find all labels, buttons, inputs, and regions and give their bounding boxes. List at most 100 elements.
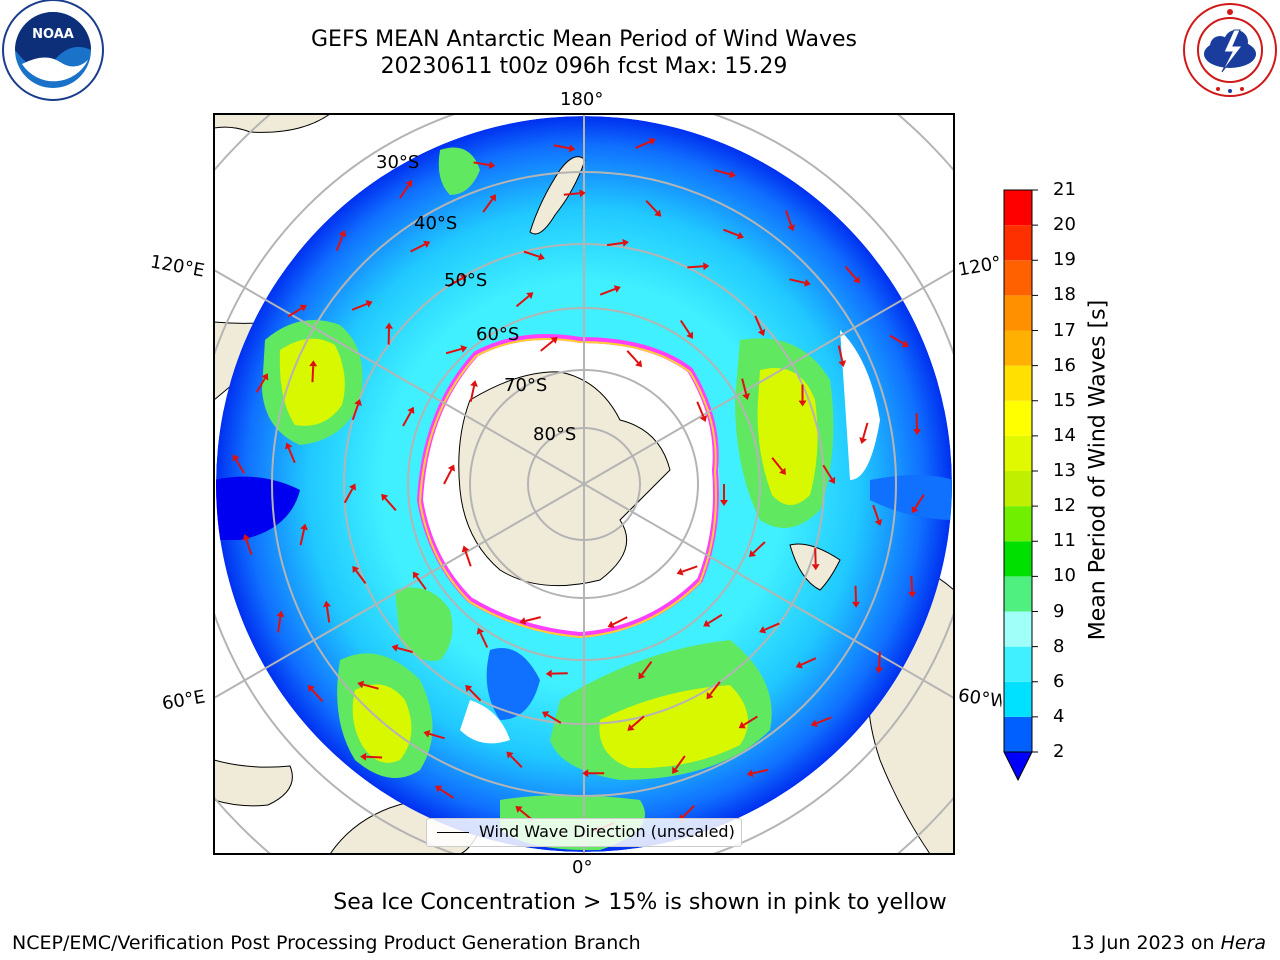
wave-direction-arrow-head xyxy=(703,262,710,271)
wave-direction-arrow-shaft xyxy=(674,755,686,770)
wave-direction-arrow-shaft xyxy=(815,716,832,725)
wave-direction-arrow-shaft xyxy=(752,541,766,554)
wave-direction-arrow-shaft xyxy=(509,755,523,768)
wave-direction-arrow-shaft xyxy=(910,575,914,592)
wave-direction-arrow-head xyxy=(699,414,708,423)
footer-date: 13 Jun 2023 on xyxy=(1070,932,1215,954)
nws-logo xyxy=(1183,3,1277,97)
wave-direction-arrow-head xyxy=(261,373,269,381)
wave-direction-arrow-shaft xyxy=(889,334,905,345)
wave-direction-arrow-head xyxy=(391,644,399,652)
wave-direction-arrow-shaft xyxy=(844,266,857,280)
wave-direction-arrow-shaft xyxy=(515,295,530,308)
wave-direction-arrow-shaft xyxy=(878,651,881,668)
wave-direction-arrow-head xyxy=(703,619,711,627)
wave-direction-arrow-shaft xyxy=(366,755,383,759)
wave-direction-arrow-head xyxy=(537,252,545,261)
legend-line-swatch xyxy=(437,832,469,833)
legend-label: Wind Wave Direction (unscaled) xyxy=(479,822,735,841)
colorbar-segment xyxy=(1004,260,1032,296)
noaa-logo-text: NOAA xyxy=(32,27,74,42)
wave-direction-arrow-head xyxy=(381,493,389,501)
colorbar-tick-label: 4 xyxy=(1053,705,1065,727)
colorbar-tick-label: 19 xyxy=(1053,249,1076,271)
wave-direction-arrow-head xyxy=(795,661,803,669)
wave-direction-arrow-shaft xyxy=(862,422,869,439)
wave-direction-arrow-head xyxy=(736,231,744,240)
wave-direction-arrow-shaft xyxy=(612,616,628,626)
wave-direction-arrow-head xyxy=(423,729,431,738)
wave-direction-arrow-head xyxy=(579,189,586,198)
wave-direction-arrow-shaft xyxy=(872,504,880,521)
wave-direction-arrow-shaft xyxy=(469,385,476,402)
wave-direction-arrow-head xyxy=(476,627,485,635)
wave-direction-arrow-head xyxy=(460,345,468,353)
wave-direction-arrow-shaft xyxy=(351,302,368,311)
wave-direction-arrow-head xyxy=(365,300,373,308)
wave-direction-arrow-head xyxy=(874,519,883,527)
wave-direction-arrow-shaft xyxy=(563,192,580,196)
wave-direction-arrow-shaft xyxy=(914,494,925,509)
colorbar-segment xyxy=(1004,541,1032,577)
wave-direction-arrow-shaft xyxy=(464,550,472,567)
wave-direction-arrow-head xyxy=(738,721,746,729)
wave-direction-arrow-shaft xyxy=(299,529,306,546)
wave-direction-arrow-shaft xyxy=(325,606,331,623)
wave-direction-arrow-head xyxy=(804,278,811,287)
wave-direction-arrow-head xyxy=(435,785,443,793)
wave-direction-arrow-shaft xyxy=(707,613,723,625)
wave-direction-arrow-head xyxy=(686,331,693,339)
colorbar-tick-label: 10 xyxy=(1053,565,1076,587)
wave-direction-arrow-head xyxy=(672,766,679,774)
wave-direction-arrow-shaft xyxy=(335,235,344,251)
wave-direction-arrow-head xyxy=(810,719,818,728)
footer-date-host: 13 Jun 2023 on Hera xyxy=(1071,932,1267,954)
wave-direction-arrow-shaft xyxy=(754,315,763,331)
wave-direction-arrow-shaft xyxy=(822,464,833,480)
wave-direction-arrow-shaft xyxy=(351,404,359,421)
wave-direction-arrow-head xyxy=(568,144,576,153)
wave-direction-arrow-head xyxy=(828,476,836,484)
colorbar-under-extension xyxy=(1003,751,1033,782)
wave-direction-arrow-head xyxy=(300,523,308,531)
wave-direction-arrow-head xyxy=(838,360,847,367)
wave-direction-arrow-shaft xyxy=(741,378,748,395)
lat-label-60s: 60°S xyxy=(476,324,520,345)
wave-direction-arrow-shaft xyxy=(468,688,482,702)
wave-direction-arrow-shaft xyxy=(402,411,412,427)
wave-direction-arrow-head xyxy=(654,209,662,217)
wave-direction-arrow-shaft xyxy=(445,347,462,355)
wave-direction-arrow-shaft xyxy=(743,715,758,726)
wave-direction-arrow-shaft xyxy=(524,616,541,622)
wave-direction-arrow-shaft xyxy=(397,646,414,654)
wave-direction-arrow-shaft xyxy=(428,732,445,740)
wave-direction-arrow-shaft xyxy=(723,228,739,237)
wave-direction-arrow-head xyxy=(746,769,754,778)
wave-direction-arrow-head xyxy=(706,692,714,700)
wave-direction-arrow-shaft xyxy=(384,497,397,511)
colorbar xyxy=(1003,189,1038,782)
lon-label-0: 0° xyxy=(572,857,593,878)
wave-direction-arrow-head xyxy=(232,454,240,462)
map-legend: Wind Wave Direction (unscaled) xyxy=(426,818,742,847)
colorbar-segment xyxy=(1004,471,1032,507)
colorbar-tick-label: 18 xyxy=(1053,284,1076,306)
wave-direction-arrow-head xyxy=(423,240,431,248)
colorbar-segment xyxy=(1004,681,1032,717)
wave-direction-arrow-head xyxy=(607,620,615,628)
wave-direction-arrow-head xyxy=(489,194,496,202)
wave-direction-arrow-shaft xyxy=(245,539,253,556)
colorbar-tick-label: 8 xyxy=(1053,635,1065,657)
wave-direction-arrow-shaft xyxy=(714,169,731,176)
colorbar-segment xyxy=(1004,225,1032,261)
wave-direction-arrow-head xyxy=(307,684,315,693)
colorbar-tick-label: 16 xyxy=(1053,354,1076,376)
noaa-logo: NOAA xyxy=(2,0,104,101)
wave-direction-arrow-head xyxy=(757,328,766,337)
wave-direction-arrow-head xyxy=(360,752,367,761)
wave-direction-arrow-shaft xyxy=(679,319,691,335)
wave-direction-arrow-shaft xyxy=(439,788,454,799)
wave-direction-arrow-head xyxy=(742,393,751,400)
wave-direction-arrow-head xyxy=(488,161,496,169)
